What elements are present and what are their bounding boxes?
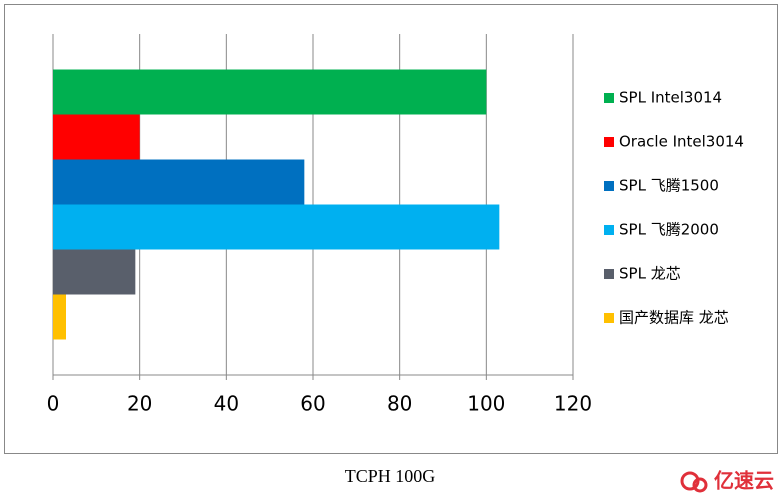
x-tick-label: 40 bbox=[214, 392, 239, 416]
bar bbox=[53, 69, 487, 115]
x-tick-label: 60 bbox=[300, 392, 325, 416]
legend-label: 国产数据库 龙芯 bbox=[619, 309, 729, 327]
x-tick-label: 20 bbox=[127, 392, 152, 416]
watermark: 亿速云 bbox=[714, 469, 774, 493]
bar bbox=[53, 159, 305, 205]
bar bbox=[53, 249, 136, 295]
legend-label: SPL 飞腾1500 bbox=[619, 177, 719, 195]
legend-label: SPL Intel3014 bbox=[619, 89, 722, 107]
chart-title: TCPH 100G bbox=[345, 466, 436, 486]
legend-label: SPL 龙芯 bbox=[619, 265, 681, 283]
bar bbox=[53, 114, 140, 160]
legend-label: Oracle Intel3014 bbox=[619, 133, 744, 151]
bar bbox=[53, 294, 66, 340]
x-tick-label: 80 bbox=[387, 392, 412, 416]
bar bbox=[53, 204, 500, 250]
x-tick-label: 100 bbox=[467, 392, 505, 416]
legend-swatch bbox=[604, 313, 614, 323]
x-tick-label: 0 bbox=[47, 392, 60, 416]
x-tick-label: 120 bbox=[554, 392, 592, 416]
legend-swatch bbox=[604, 93, 614, 103]
legend-label: SPL 飞腾2000 bbox=[619, 221, 719, 239]
legend-swatch bbox=[604, 225, 614, 235]
legend-swatch bbox=[604, 181, 614, 191]
legend-swatch bbox=[604, 269, 614, 279]
watermark-logo bbox=[680, 471, 708, 493]
legend-swatch bbox=[604, 137, 614, 147]
